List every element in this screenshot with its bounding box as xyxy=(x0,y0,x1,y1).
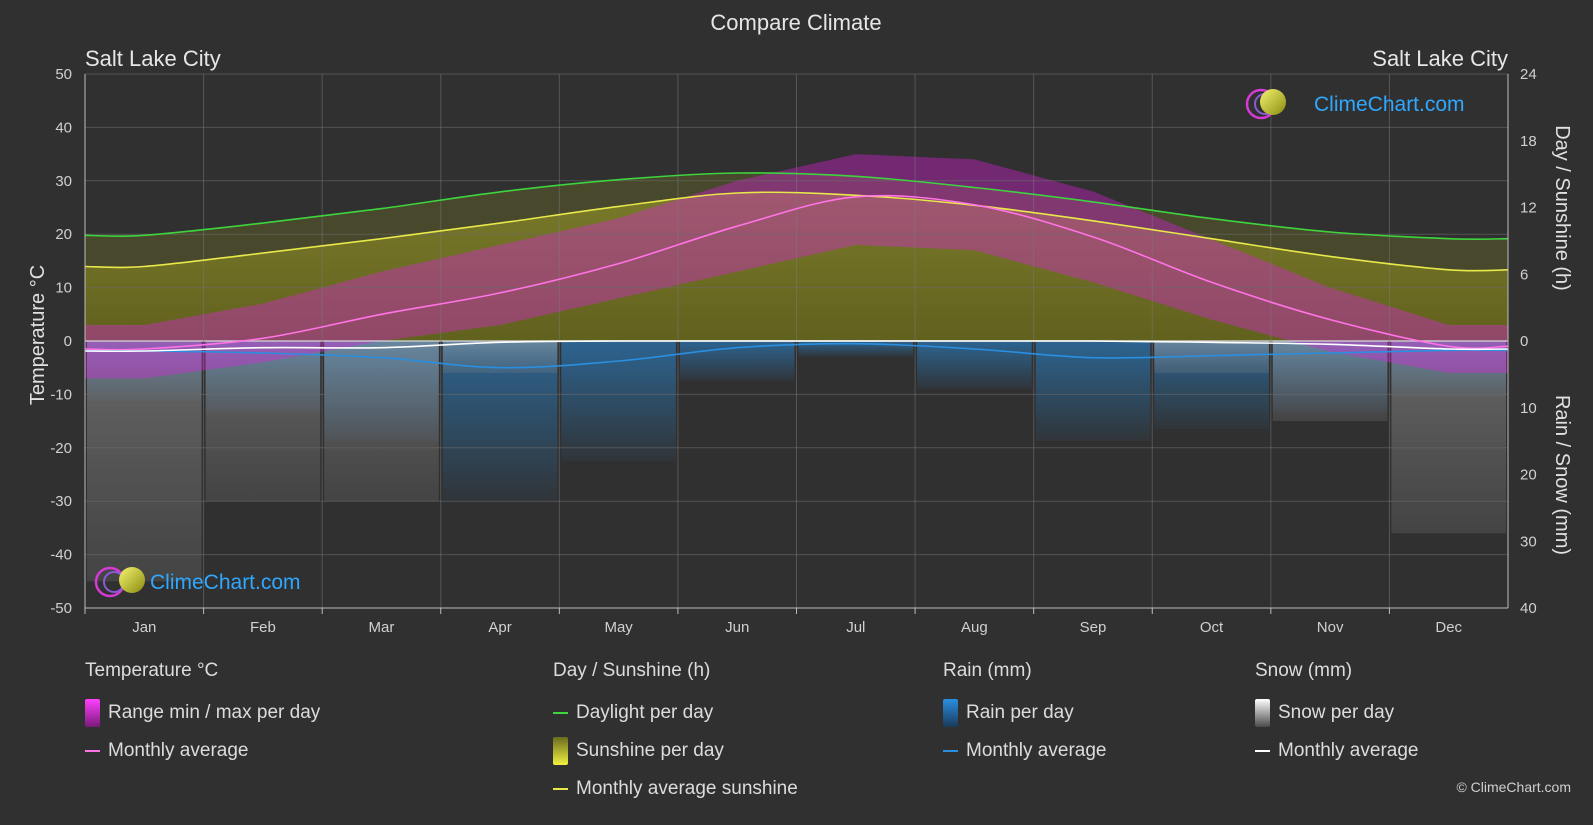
right-top-tick-label: 0 xyxy=(1520,333,1528,350)
daylight-swatch xyxy=(553,712,568,714)
temperature-range-swatch xyxy=(85,699,100,727)
left-tick-label: 0 xyxy=(64,333,72,350)
legend-sunshine-avg: Monthly average sunshine xyxy=(553,770,798,808)
axes: 50 40 30 20 10 0 -10 -20 -30 -40 -50 24 18 12 6 0 10 20 30… xyxy=(50,66,1536,636)
legend-daylight-label: Daylight per day xyxy=(576,702,714,723)
left-tick-label: -30 xyxy=(50,493,72,510)
copyright: © ClimeChart.com xyxy=(1456,779,1571,795)
right-top-axis-label: Day / Sunshine (h) xyxy=(1551,125,1573,291)
legend-temperature-title: Temperature °C xyxy=(85,660,219,681)
chart-title: Compare Climate xyxy=(710,10,881,35)
rain-swatch xyxy=(943,699,958,727)
sunshine-swatch xyxy=(553,737,568,765)
right-top-tick-label: 18 xyxy=(1520,133,1537,150)
x-tick-label: Jan xyxy=(132,619,156,636)
legend-sunshine-day: Sunshine per day xyxy=(553,732,798,770)
snow-avg-swatch xyxy=(1255,750,1270,752)
left-tick-label: 10 xyxy=(55,280,72,297)
brand-text-top: ClimeChart.com xyxy=(1314,93,1465,116)
temperature-avg-line xyxy=(84,194,1509,351)
location-left: Salt Lake City xyxy=(85,46,221,71)
legend-sunshine-title: Day / Sunshine (h) xyxy=(553,660,711,681)
brand-logo-top[interactable]: ClimeChart.com xyxy=(1245,88,1465,120)
left-tick-label: 50 xyxy=(55,66,72,83)
left-axis-label: Temperature °C xyxy=(27,265,49,405)
legend-sunshine-day-label: Sunshine per day xyxy=(576,740,724,761)
left-tick-label: 30 xyxy=(55,173,72,190)
left-tick-label: -10 xyxy=(50,386,72,403)
legend-rain-day-label: Rain per day xyxy=(966,702,1074,723)
legend-snow: Snow (mm) Snow per day Monthly average xyxy=(1255,660,1418,770)
x-tick-label: Jun xyxy=(725,619,749,636)
legend-snow-day-label: Snow per day xyxy=(1278,702,1395,723)
x-tick-label: Aug xyxy=(961,619,988,636)
x-tick-label: Nov xyxy=(1317,619,1344,636)
x-tick-label: Apr xyxy=(488,619,511,636)
brand-text-bottom: ClimeChart.com xyxy=(150,571,301,594)
legend-temperature: Temperature °C Range min / max per day M… xyxy=(85,660,320,770)
left-tick-label: -50 xyxy=(50,600,72,617)
location-right: Salt Lake City xyxy=(1372,46,1508,71)
legend-snow-avg-label: Monthly average xyxy=(1278,740,1419,761)
left-tick-label: 20 xyxy=(55,226,72,243)
snow-bar xyxy=(87,341,202,582)
x-tick-label: May xyxy=(604,619,633,636)
left-tick-label: -40 xyxy=(50,547,72,564)
sunshine-avg-line xyxy=(84,191,1509,272)
legend-rain-avg: Monthly average xyxy=(943,732,1106,770)
snow-swatch xyxy=(1255,699,1270,727)
x-tick-label: Sep xyxy=(1080,619,1107,636)
right-bottom-tick-label: 10 xyxy=(1520,400,1537,417)
daylight-line xyxy=(84,172,1509,240)
rain-avg-swatch xyxy=(943,750,958,752)
right-bottom-axis-label: Rain / Snow (mm) xyxy=(1551,395,1573,555)
snow-bar xyxy=(324,341,439,502)
temperature-avg-swatch xyxy=(85,750,100,752)
logo-sun-icon xyxy=(1260,89,1286,115)
series-lines xyxy=(84,172,1509,369)
right-top-tick-label: 6 xyxy=(1520,266,1528,283)
right-bottom-tick-label: 40 xyxy=(1520,600,1537,617)
legend-temperature-range-label: Range min / max per day xyxy=(108,702,321,723)
legend-temperature-avg-label: Monthly average xyxy=(108,740,249,761)
right-bottom-tick-label: 30 xyxy=(1520,533,1537,550)
right-top-tick-label: 24 xyxy=(1520,66,1537,83)
legend-rain-title: Rain (mm) xyxy=(943,660,1032,681)
snow-avg-line xyxy=(84,340,1509,353)
legend-rain-day: Rain per day xyxy=(943,694,1106,732)
legend-rain: Rain (mm) Rain per day Monthly average xyxy=(943,660,1106,770)
x-tick-label: Oct xyxy=(1200,619,1224,636)
legend-snow-title: Snow (mm) xyxy=(1255,660,1353,681)
snow-bar xyxy=(205,341,321,502)
right-top-tick-label: 12 xyxy=(1520,200,1537,217)
rain-avg-line xyxy=(84,342,1509,369)
legend-temperature-avg: Monthly average xyxy=(85,732,320,770)
sunshine-avg-swatch xyxy=(553,788,568,790)
legend-sunshine-avg-label: Monthly average sunshine xyxy=(576,778,798,799)
legend-snow-day: Snow per day xyxy=(1255,694,1418,732)
x-tick-label: Feb xyxy=(250,619,276,636)
precipitation-bars xyxy=(87,341,1506,582)
legend-temperature-range: Range min / max per day xyxy=(85,694,320,732)
legend-daylight: Daylight per day xyxy=(553,694,798,732)
left-tick-label: -20 xyxy=(50,440,72,457)
x-tick-label: Dec xyxy=(1435,619,1462,636)
x-tick-label: Jul xyxy=(846,619,865,636)
legend-sunshine: Day / Sunshine (h) Daylight per day Suns… xyxy=(553,660,798,808)
x-tick-label: Mar xyxy=(369,619,395,636)
brand-logo-bottom[interactable]: ClimeChart.com xyxy=(94,566,301,598)
legend-snow-avg: Monthly average xyxy=(1255,732,1418,770)
legend-rain-avg-label: Monthly average xyxy=(966,740,1107,761)
left-tick-label: 40 xyxy=(55,119,72,136)
logo-sun-icon xyxy=(119,567,145,593)
right-bottom-tick-label: 20 xyxy=(1520,467,1537,484)
rain-bar xyxy=(561,341,676,462)
